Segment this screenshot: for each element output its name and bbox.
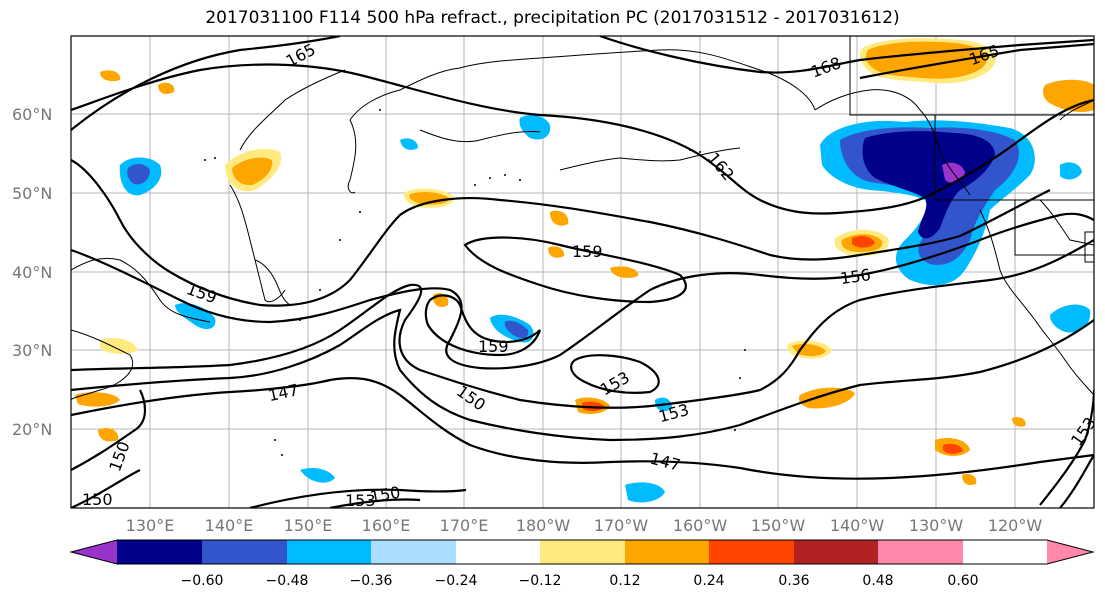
lon-label: 150°E <box>284 516 333 535</box>
colorbar-ticks: −0.60 −0.48 −0.36 −0.24 −0.12 0.12 0.24 … <box>181 573 979 589</box>
colorbar-tick-label: −0.24 <box>435 573 478 589</box>
colorbar-segment <box>878 540 963 564</box>
colorbar-tick-label: 0.48 <box>862 573 893 589</box>
colorbar-tick-label: −0.12 <box>519 573 562 589</box>
colorbar-segment <box>709 540 794 564</box>
latitude-labels: 60°N 50°N 40°N 30°N 20°N <box>12 105 52 439</box>
colorbar-segment <box>963 540 1047 564</box>
lat-label: 30°N <box>12 341 52 360</box>
lon-label: 180°W <box>516 516 571 535</box>
lon-label: 130°W <box>909 516 964 535</box>
lat-label: 40°N <box>12 263 52 282</box>
colorbar-outline <box>69 539 1095 565</box>
longitude-labels: 130°E 140°E 150°E 160°E 170°E 180°W 170°… <box>126 516 1043 535</box>
height-contours <box>71 36 1094 508</box>
lon-label: 120°W <box>988 516 1043 535</box>
lon-label: 160°E <box>362 516 411 535</box>
colorbar-segment <box>117 540 202 564</box>
lon-label: 130°E <box>126 516 175 535</box>
lon-label: 170°W <box>594 516 649 535</box>
contour-label: 150 <box>82 490 113 509</box>
colorbar-segment <box>287 540 371 564</box>
map-frame <box>70 35 1095 509</box>
colorbar-tick-label: 0.12 <box>609 573 640 589</box>
colorbar-tick-label: −0.60 <box>181 573 224 589</box>
colorbar-segment <box>202 540 287 564</box>
colorbar-segments <box>117 540 1047 564</box>
map-title: 2017031100 F114 500 hPa refract., precip… <box>205 8 900 28</box>
lon-label: 170°E <box>440 516 489 535</box>
contour-label: 159 <box>478 337 509 356</box>
lat-label: 60°N <box>12 105 52 124</box>
lon-label: 150°W <box>751 516 806 535</box>
precip-negative-areas <box>119 114 1091 503</box>
colorbar-tick-label: −0.36 <box>350 573 393 589</box>
colorbar: −0.60 −0.48 −0.36 −0.24 −0.12 0.12 0.24 … <box>69 539 1095 589</box>
colorbar-segment <box>456 540 540 564</box>
lon-label: 140°W <box>830 516 885 535</box>
colorbar-segment <box>794 540 878 564</box>
colorbar-tick-label: 0.36 <box>778 573 809 589</box>
contour-label: 159 <box>572 242 603 261</box>
colorbar-segment <box>540 540 625 564</box>
colorbar-tick-label: 0.24 <box>693 573 724 589</box>
lon-label: 160°W <box>673 516 728 535</box>
lon-label: 140°E <box>205 516 254 535</box>
contour-label: 156 <box>839 265 872 288</box>
colorbar-right-extension <box>1047 540 1093 564</box>
colorbar-left-extension <box>71 540 117 564</box>
contour-label: 153 <box>345 491 376 510</box>
colorbar-segment <box>371 540 456 564</box>
colorbar-tick-label: −0.48 <box>266 573 309 589</box>
colorbar-segment <box>625 540 709 564</box>
lat-label: 20°N <box>12 420 52 439</box>
lat-label: 50°N <box>12 184 52 203</box>
colorbar-tick-label: 0.60 <box>947 573 978 589</box>
